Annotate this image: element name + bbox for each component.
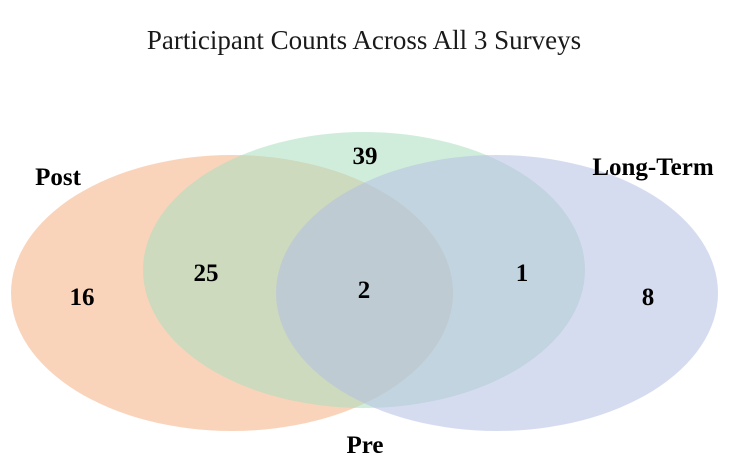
pre-set-label: Pre (346, 432, 383, 459)
post-set-label: Post (35, 164, 82, 191)
diagram-title: Participant Counts Across All 3 Surveys (147, 25, 581, 55)
pre-long-term-count: 1 (516, 260, 529, 287)
post-only-count: 16 (70, 284, 95, 311)
long-term-set-ellipse (276, 155, 718, 431)
all-three-count: 2 (358, 277, 371, 304)
pre-only-count: 39 (353, 143, 378, 170)
long-term-only-count: 8 (642, 284, 655, 311)
post-pre-count: 25 (194, 260, 219, 287)
long-term-set-label: Long-Term (592, 154, 713, 181)
